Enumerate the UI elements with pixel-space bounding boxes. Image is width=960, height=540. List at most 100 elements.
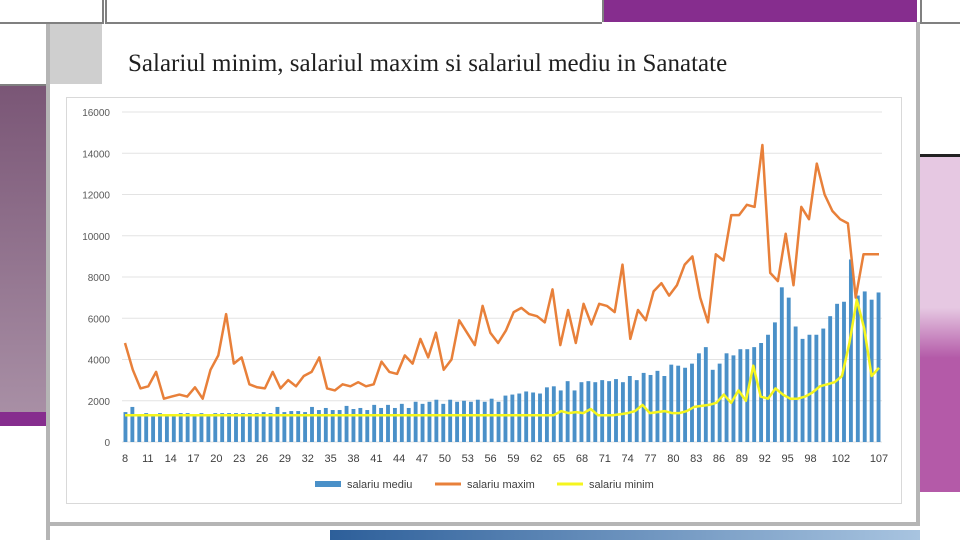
- bar-salariu-mediu: [434, 399, 439, 442]
- y-tick-label: 10000: [82, 232, 110, 243]
- bar-salariu-mediu: [807, 334, 812, 442]
- y-tick-label: 4000: [88, 356, 111, 367]
- bar-salariu-mediu: [379, 407, 384, 442]
- frame-left-purple-tab: [0, 412, 46, 426]
- bar-salariu-mediu: [310, 406, 314, 442]
- bar-salariu-mediu: [828, 316, 833, 442]
- bar-salariu-mediu: [489, 398, 494, 442]
- bar-salariu-mediu: [655, 370, 660, 442]
- frame-right-dark-line: [920, 154, 960, 157]
- x-tick-label: 102: [832, 453, 850, 465]
- bar-salariu-mediu: [752, 347, 757, 442]
- bar-salariu-mediu: [275, 406, 280, 442]
- bar-salariu-mediu: [690, 363, 694, 442]
- bar-salariu-mediu: [759, 343, 764, 442]
- bar-salariu-mediu: [240, 413, 245, 442]
- bar-salariu-mediu: [614, 379, 618, 442]
- bar-salariu-mediu: [282, 412, 287, 442]
- frame-left-gray-panel: [50, 24, 102, 84]
- frame-right-vertical-line: [916, 22, 920, 522]
- x-tick-label: 8: [122, 453, 128, 465]
- bar-salariu-mediu: [392, 407, 397, 442]
- bar-salariu-mediu: [738, 349, 743, 442]
- x-tick-label: 98: [804, 453, 816, 465]
- bar-salariu-mediu: [427, 401, 432, 442]
- frame-left-vertical-line: [46, 24, 50, 540]
- y-tick-label: 8000: [88, 273, 111, 284]
- bar-salariu-mediu: [178, 413, 183, 442]
- bar-salariu-mediu: [462, 400, 466, 442]
- bar-salariu-mediu: [441, 403, 446, 442]
- bar-salariu-mediu: [468, 401, 473, 442]
- bar-salariu-mediu: [835, 303, 840, 442]
- x-tick-label: 32: [302, 453, 314, 465]
- x-tick-label: 59: [507, 453, 519, 465]
- bar-salariu-mediu: [531, 392, 536, 442]
- x-tick-label: 17: [187, 453, 199, 465]
- bar-salariu-mediu: [220, 413, 225, 442]
- bar-salariu-mediu: [558, 390, 563, 442]
- bar-salariu-mediu: [538, 393, 542, 442]
- legend-swatch-mediu: [315, 481, 341, 487]
- frame-bottom-line: [50, 522, 920, 526]
- bar-salariu-mediu: [254, 413, 259, 442]
- bar-salariu-mediu: [158, 413, 162, 442]
- x-tick-label: 20: [210, 453, 222, 465]
- bar-salariu-mediu: [876, 292, 881, 442]
- x-tick-label: 77: [644, 453, 656, 465]
- page-title: Salariul minim, salariul maxim si salari…: [128, 50, 728, 77]
- x-tick-label: 89: [736, 453, 748, 465]
- bar-salariu-mediu: [406, 407, 411, 442]
- bar-salariu-mediu: [779, 287, 784, 442]
- y-tick-label: 16000: [82, 108, 110, 119]
- bar-salariu-mediu: [151, 414, 156, 442]
- bar-salariu-mediu: [786, 297, 791, 442]
- x-tick-label: 47: [416, 453, 428, 465]
- frame-left-mauve-panel: [0, 86, 46, 412]
- bar-salariu-mediu: [206, 414, 211, 442]
- bar-salariu-mediu: [669, 364, 674, 442]
- legend-label: salariu minim: [589, 479, 654, 491]
- bar-salariu-mediu: [413, 401, 418, 442]
- x-tick-label: 74: [622, 453, 634, 465]
- bar-salariu-mediu: [717, 363, 722, 442]
- x-tick-label: 50: [439, 453, 451, 465]
- bar-salariu-mediu: [130, 406, 135, 442]
- bar-salariu-mediu: [524, 391, 529, 442]
- bar-salariu-mediu: [399, 403, 404, 442]
- bar-salariu-mediu: [572, 390, 577, 442]
- x-tick-label: 68: [576, 453, 588, 465]
- bar-salariu-mediu: [627, 376, 632, 442]
- bar-salariu-mediu: [372, 404, 377, 442]
- y-tick-label: 0: [104, 438, 110, 449]
- x-tick-label: 92: [759, 453, 771, 465]
- bar-salariu-mediu: [772, 322, 777, 442]
- x-tick-label: 44: [393, 453, 405, 465]
- legend-label: salariu mediu: [347, 479, 412, 491]
- bar-salariu-mediu: [648, 374, 653, 442]
- x-tick-label: 29: [279, 453, 291, 465]
- bar-salariu-mediu: [358, 407, 363, 442]
- bar-salariu-mediu: [303, 412, 308, 442]
- bar-salariu-mediu: [766, 334, 770, 442]
- bar-salariu-mediu: [365, 410, 370, 442]
- frame-top-gray-line: [105, 0, 602, 24]
- y-tick-label: 6000: [88, 314, 111, 325]
- frame-bottom-blue-bar: [330, 530, 920, 540]
- bar-salariu-mediu: [703, 347, 708, 442]
- bar-salariu-mediu: [344, 405, 349, 442]
- bar-salariu-mediu: [503, 395, 508, 442]
- x-tick-label: 80: [667, 453, 679, 465]
- x-tick-label: 56: [484, 453, 496, 465]
- x-tick-label: 62: [530, 453, 542, 465]
- bar-salariu-mediu: [268, 413, 273, 442]
- bar-salariu-mediu: [164, 414, 169, 442]
- x-tick-label: 53: [462, 453, 474, 465]
- bar-salariu-mediu: [144, 413, 149, 442]
- bar-salariu-mediu: [683, 367, 688, 442]
- bar-salariu-mediu: [323, 407, 328, 442]
- y-tick-label: 14000: [82, 149, 110, 160]
- bar-salariu-mediu: [696, 353, 701, 442]
- bar-salariu-mediu: [192, 414, 197, 442]
- x-tick-label: 65: [553, 453, 565, 465]
